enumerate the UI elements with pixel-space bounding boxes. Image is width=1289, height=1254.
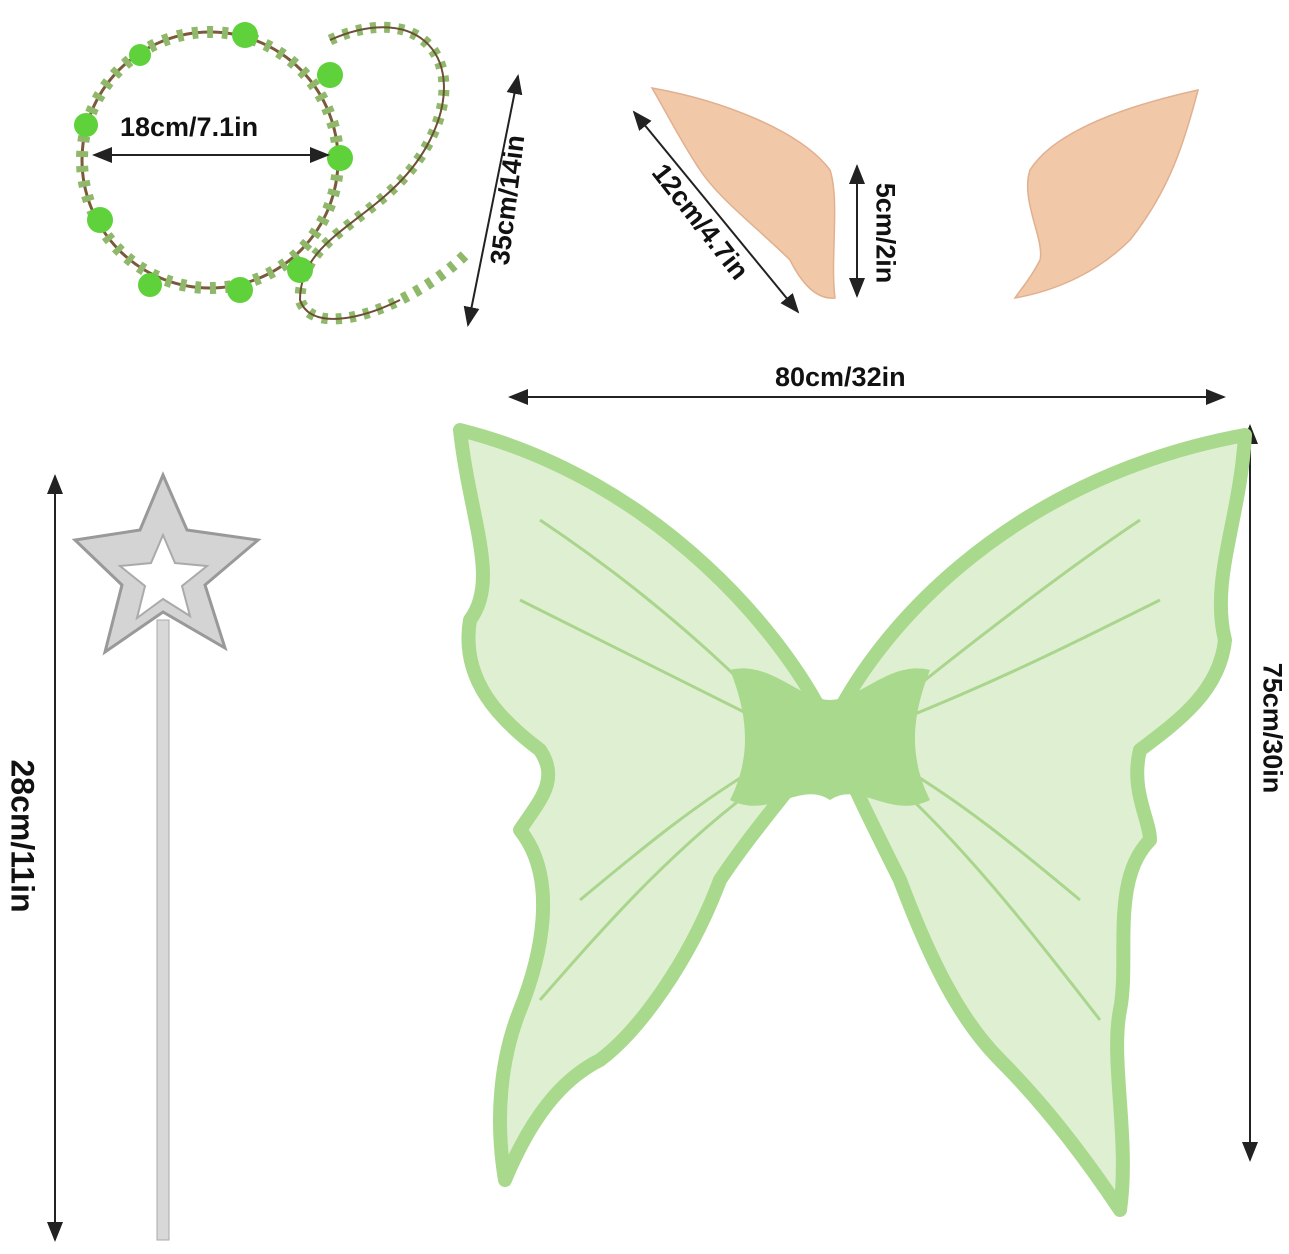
wings-height-label: 75cm/30in bbox=[1257, 662, 1288, 794]
leaf-wreath-icon bbox=[74, 21, 474, 325]
ear-width-label: 5cm/2in bbox=[870, 182, 901, 284]
wreath-length-arrow bbox=[463, 74, 523, 327]
wings-center-panel bbox=[730, 668, 930, 806]
ear-length-arrow bbox=[632, 110, 800, 314]
wand-length-label: 28cm/11in bbox=[4, 759, 41, 913]
wings-width-label: 80cm/32in bbox=[775, 362, 906, 392]
star-wand-icon bbox=[71, 471, 262, 1241]
wreath-diameter-label: 18cm/7.1in bbox=[120, 112, 259, 142]
